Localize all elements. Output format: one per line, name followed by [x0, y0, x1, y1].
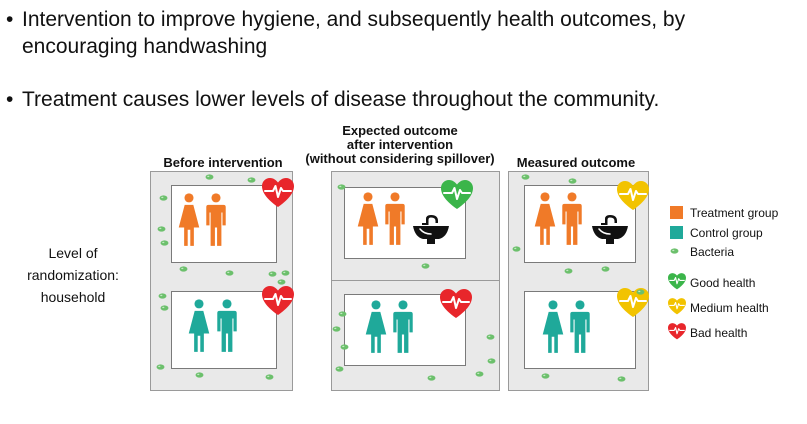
sink-icon: [591, 214, 629, 245]
heading-expected-line-3: (without considering spillover): [305, 151, 495, 166]
person-icon: [357, 192, 379, 245]
bacteria-icon: [617, 376, 626, 382]
person-icon: [393, 300, 413, 353]
bacteria-icon: [512, 246, 521, 252]
person-icon: [188, 299, 210, 352]
person-icon: [534, 192, 556, 245]
bacteria-icon: [487, 358, 496, 364]
bacteria-icon: [160, 240, 169, 246]
person-icon: [570, 300, 590, 353]
bacteria-icon: [475, 371, 484, 377]
bullet-marker: •: [6, 8, 14, 31]
legend-control-swatch: [670, 226, 683, 239]
bacteria-icon: [636, 289, 645, 295]
bacteria-icon: [486, 334, 495, 340]
heading-expected-line-2: after intervention: [346, 137, 454, 152]
bacteria-icon: [337, 184, 346, 190]
bacteria-icon: [421, 263, 430, 269]
legend-good-health-label: Good health: [690, 276, 756, 290]
person-icon: [217, 299, 237, 352]
heart-pulse-icon: [441, 180, 473, 210]
bacteria-icon: [158, 293, 167, 299]
legend-control-label: Control group: [690, 226, 763, 240]
person-icon: [365, 300, 387, 353]
randomization-level-label: Level of randomization: household: [8, 242, 138, 308]
heading-expected-outcome: Expected outcome after intervention (wit…: [300, 124, 500, 166]
bullet-marker: •: [6, 88, 14, 111]
bullet-treatment: • Treatment causes lower levels of diseas…: [6, 86, 796, 113]
level-line-1: Level of: [48, 245, 98, 261]
bacteria-icon: [160, 305, 169, 311]
legend-bad-health-icon: [668, 323, 686, 340]
bullet-2-text: Treatment causes lower levels of disease…: [22, 88, 660, 111]
person-icon: [206, 193, 226, 246]
heart-pulse-icon: [440, 289, 472, 319]
heading-expected-line-1: Expected outcome: [342, 123, 458, 138]
sink-icon: [412, 214, 450, 245]
bacteria-icon: [225, 270, 234, 276]
bacteria-icon: [156, 364, 165, 370]
bullet-1-line-1: Intervention to improve hygiene, and sub…: [22, 8, 686, 31]
heading-before-intervention: Before intervention: [163, 155, 283, 170]
bacteria-icon: [338, 311, 347, 317]
legend-bacteria-label: Bacteria: [690, 245, 735, 259]
bacteria-icon: [265, 374, 274, 380]
bullet-intervention: • Intervention to improve hygiene, and su…: [6, 6, 796, 60]
person-icon: [562, 192, 582, 245]
heading-measured-outcome: Measured outcome: [516, 155, 636, 170]
bacteria-icon: [247, 177, 256, 183]
person-icon: [385, 192, 405, 245]
person-icon: [542, 300, 564, 353]
bacteria-icon: [335, 366, 344, 372]
bacteria-icon: [179, 266, 188, 272]
bacteria-icon: [601, 266, 610, 272]
bacteria-icon: [541, 373, 550, 379]
bacteria-icon: [564, 268, 573, 274]
bacteria-icon: [195, 372, 204, 378]
bacteria-icon: [277, 279, 286, 285]
person-icon: [178, 193, 200, 246]
bacteria-icon: [157, 226, 166, 232]
heart-pulse-icon: [617, 181, 649, 211]
bacteria-icon: [332, 326, 341, 332]
legend-treatment-label: Treatment group: [690, 206, 779, 220]
level-line-3: household: [40, 289, 106, 305]
bacteria-icon: [268, 271, 277, 277]
level-line-2: randomization:: [27, 267, 119, 283]
bacteria-icon: [281, 270, 290, 276]
heart-pulse-icon: [262, 178, 294, 208]
bacteria-icon: [159, 195, 168, 201]
legend-medium-health-label: Medium health: [690, 301, 769, 315]
legend-bad-health-label: Bad health: [690, 326, 748, 340]
bacteria-icon: [521, 174, 530, 180]
legend-bacteria-icon: [670, 248, 679, 254]
bullet-1-line-2: encouraging handwashing: [22, 35, 268, 58]
bacteria-icon: [568, 178, 577, 184]
legend-good-health-icon: [668, 273, 686, 290]
heart-pulse-icon: [262, 286, 294, 316]
legend-medium-health-icon: [668, 298, 686, 315]
legend-treatment-swatch: [670, 206, 683, 219]
bacteria-icon: [427, 375, 436, 381]
bacteria-icon: [340, 344, 349, 350]
bacteria-icon: [205, 174, 214, 180]
